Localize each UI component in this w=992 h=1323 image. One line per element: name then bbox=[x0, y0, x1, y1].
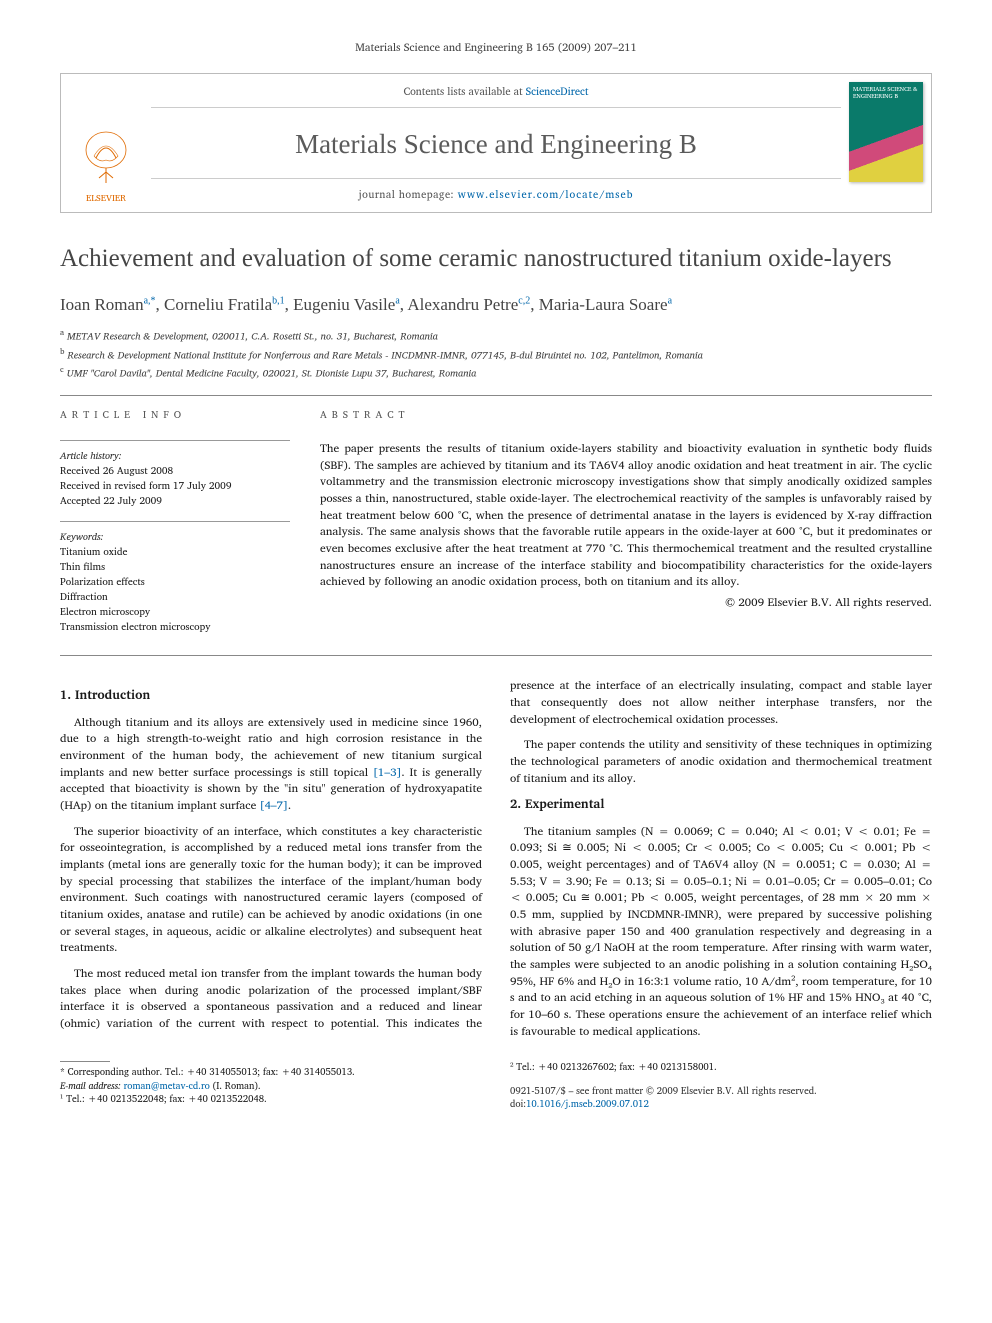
body-columns: 1. Introduction Although titanium and it… bbox=[60, 678, 932, 1041]
article-info-block: article info Article history: Received 2… bbox=[60, 408, 290, 647]
affiliation-line: c UMF "Carol Davila", Dental Medicine Fa… bbox=[60, 363, 932, 381]
journal-cover-thumb: MATERIALS SCIENCE & ENGINEERING B bbox=[841, 74, 931, 212]
email-line: E-mail address: roman@metav-cd.ro (I. Ro… bbox=[60, 1080, 482, 1093]
footnote-2: ² Tel.: +40 0213267602; fax: +40 0213158… bbox=[510, 1061, 932, 1074]
elsevier-tree-icon bbox=[79, 128, 133, 188]
keyword: Transmission electron microscopy bbox=[60, 620, 290, 635]
citation-link[interactable]: [1–3] bbox=[373, 763, 401, 782]
abstract-text: The paper presents the results of titani… bbox=[320, 441, 932, 591]
body-paragraph: The paper contends the utility and sensi… bbox=[510, 737, 932, 787]
section-heading-intro: 1. Introduction bbox=[60, 686, 482, 704]
keyword: Electron microscopy bbox=[60, 605, 290, 620]
divider bbox=[60, 655, 932, 656]
article-history: Article history: Received 26 August 2008… bbox=[60, 449, 290, 509]
homepage-line: journal homepage: www.elsevier.com/locat… bbox=[151, 178, 841, 202]
author-list: Ioan Romana,*, Corneliu Fratilab,1, Euge… bbox=[60, 293, 932, 317]
doi-link[interactable]: 10.1016/j.mseb.2009.07.012 bbox=[526, 1097, 649, 1112]
keyword: Titanium oxide bbox=[60, 545, 290, 560]
body-paragraph: The superior bioactivity of an interface… bbox=[60, 824, 482, 957]
abstract-block: abstract The paper presents the results … bbox=[320, 408, 932, 647]
keyword: Diffraction bbox=[60, 590, 290, 605]
footnotes: * Corresponding author. Tel.: +40 314055… bbox=[60, 1061, 932, 1111]
running-head: Materials Science and Engineering B 165 … bbox=[60, 40, 932, 55]
affiliations: a METAV Research & Development, 020011, … bbox=[60, 326, 932, 381]
history-line: Accepted 22 July 2009 bbox=[60, 494, 290, 509]
section-heading-experimental: 2. Experimental bbox=[510, 795, 932, 813]
abstract-copyright: © 2009 Elsevier B.V. All rights reserved… bbox=[320, 595, 932, 612]
affiliation-line: b Research & Development National Instit… bbox=[60, 345, 932, 363]
contents-list-line: Contents lists available at ScienceDirec… bbox=[151, 84, 841, 108]
sciencedirect-link[interactable]: ScienceDirect bbox=[526, 82, 589, 100]
journal-banner: ELSEVIER Contents lists available at Sci… bbox=[60, 73, 932, 213]
citation-link[interactable]: [4–7] bbox=[260, 796, 288, 815]
divider bbox=[60, 395, 932, 396]
body-paragraph: Although titanium and its alloys are ext… bbox=[60, 715, 482, 815]
journal-homepage-link[interactable]: www.elsevier.com/locate/mseb bbox=[458, 185, 634, 203]
footnote-1: ¹ Tel.: +40 0213522048; fax: +40 0213522… bbox=[60, 1093, 482, 1106]
keyword: Thin films bbox=[60, 560, 290, 575]
publisher-name: ELSEVIER bbox=[86, 192, 126, 205]
abstract-heading: abstract bbox=[320, 408, 932, 423]
article-title: Achievement and evaluation of some ceram… bbox=[60, 243, 932, 274]
corresponding-author-note: * Corresponding author. Tel.: +40 314055… bbox=[60, 1066, 482, 1079]
publisher-logo: ELSEVIER bbox=[61, 74, 151, 212]
body-paragraph: The titanium samples (N = 0.0069; C = 0.… bbox=[510, 824, 932, 1041]
journal-name: Materials Science and Engineering B bbox=[295, 126, 697, 164]
article-info-heading: article info bbox=[60, 408, 290, 422]
history-line: Received 26 August 2008 bbox=[60, 464, 290, 479]
history-line: Received in revised form 17 July 2009 bbox=[60, 479, 290, 494]
cover-image: MATERIALS SCIENCE & ENGINEERING B bbox=[849, 82, 923, 182]
copyright-footer: 0921-5107/$ – see front matter © 2009 El… bbox=[510, 1085, 932, 1112]
keywords-block: Keywords: Titanium oxideThin filmsPolari… bbox=[60, 530, 290, 635]
keyword: Polarization effects bbox=[60, 575, 290, 590]
affiliation-line: a METAV Research & Development, 020011, … bbox=[60, 326, 932, 344]
